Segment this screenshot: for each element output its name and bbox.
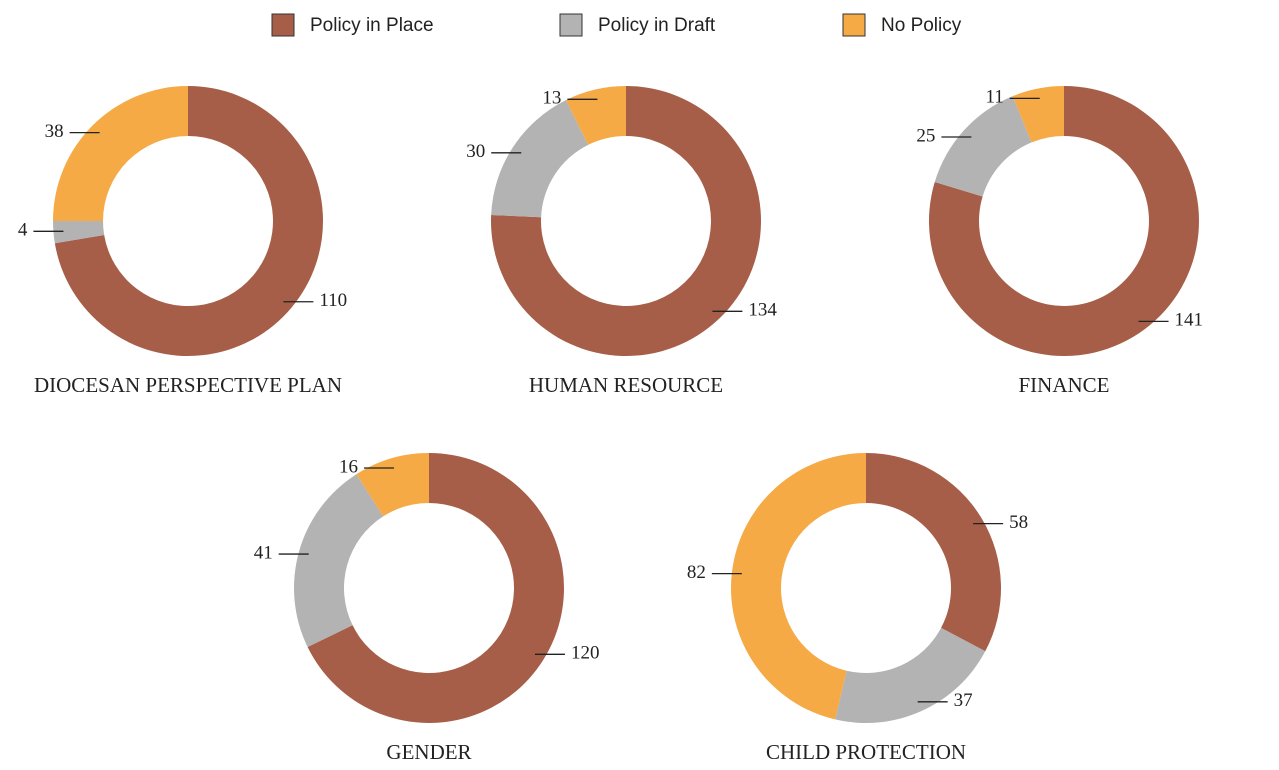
legend-label: Policy in Draft	[598, 15, 716, 36]
donut-slice	[929, 86, 1200, 356]
donut-slice	[731, 453, 866, 720]
legend-label: No Policy	[881, 15, 962, 36]
value-label: 30	[466, 141, 485, 162]
value-label: 37	[954, 690, 973, 711]
chart-title: DIOCESAN PERSPECTIVE PLAN	[34, 373, 342, 397]
value-label: 58	[1009, 512, 1028, 533]
donut-slice	[356, 453, 429, 517]
value-label: 25	[916, 125, 935, 146]
legend-swatch	[271, 13, 295, 37]
chart-title: FINANCE	[1018, 373, 1109, 397]
value-label: 11	[985, 87, 1003, 108]
donut-slice	[294, 474, 384, 648]
donut-slice	[307, 453, 564, 724]
chart-title: GENDER	[386, 740, 471, 764]
legend-label: Policy in Place	[310, 15, 434, 36]
value-label: 41	[254, 542, 273, 563]
donut-slice	[54, 86, 324, 356]
chart-title: HUMAN RESOURCE	[529, 373, 723, 397]
donut-slice	[565, 86, 626, 145]
value-label: 120	[571, 643, 600, 664]
value-label: 141	[1175, 310, 1204, 331]
chart-title: CHILD PROTECTION	[766, 740, 966, 764]
value-label: 4	[18, 220, 28, 241]
value-label: 110	[319, 290, 347, 311]
value-label: 16	[339, 456, 358, 477]
value-label: 13	[542, 88, 561, 109]
value-label: 134	[748, 300, 777, 321]
donut-slice	[934, 96, 1032, 197]
legend-swatch	[559, 13, 583, 37]
donut-slice	[53, 221, 105, 244]
donut-slice	[866, 453, 1001, 652]
value-label: 38	[45, 121, 64, 142]
donut-slice	[1012, 86, 1064, 143]
donut-slice	[491, 100, 589, 218]
legend-swatch	[842, 13, 866, 37]
value-label: 82	[687, 562, 706, 583]
donut-slice	[491, 86, 761, 357]
donut-slice	[53, 86, 188, 221]
donut-slice	[835, 627, 986, 723]
